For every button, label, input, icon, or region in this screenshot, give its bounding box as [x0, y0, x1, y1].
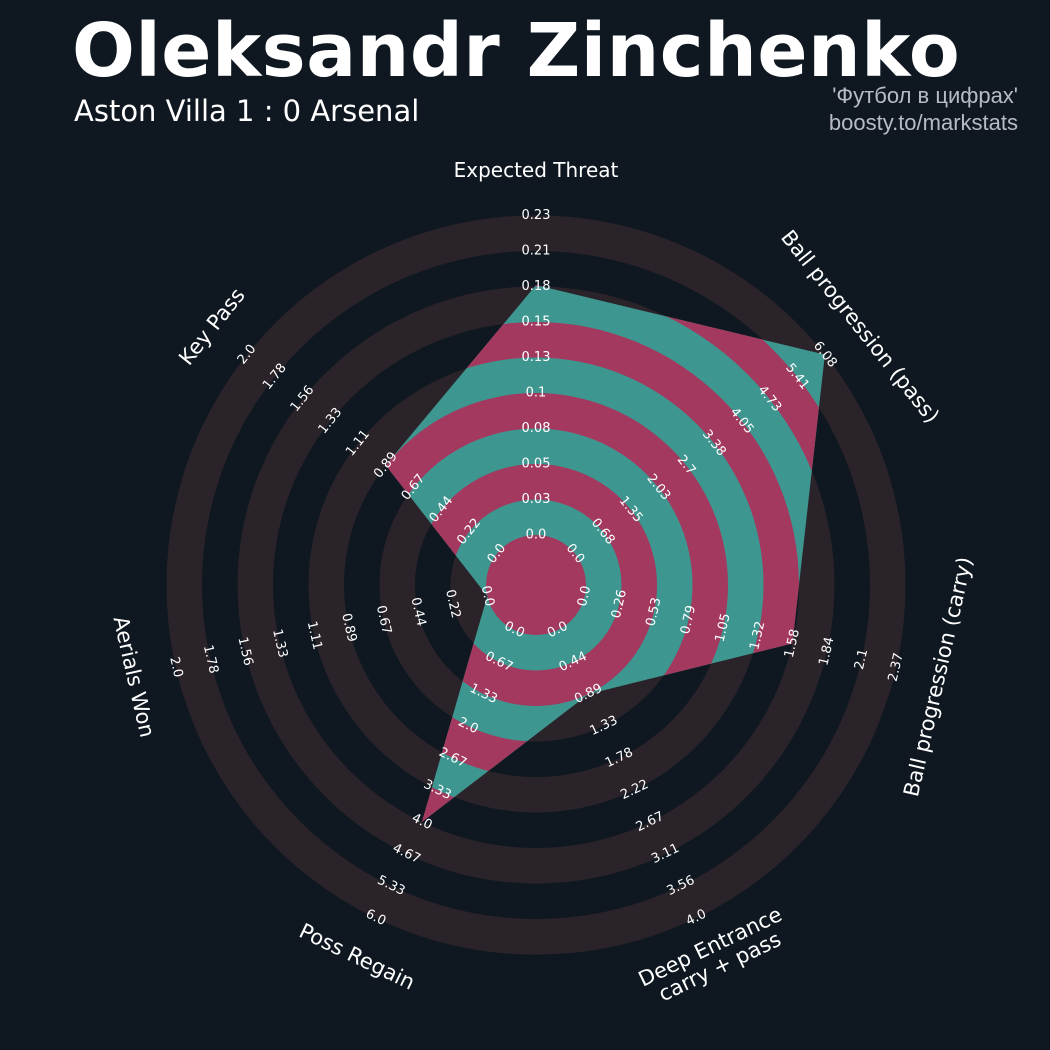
polygon-band — [415, 464, 657, 706]
tick-label: 2.37 — [886, 651, 907, 683]
tick-label: 1.56 — [234, 636, 255, 668]
tick-label: 0.21 — [522, 244, 551, 259]
axis-label: Expected Threat — [454, 158, 619, 182]
axis-label-line: Poss Regain — [295, 919, 418, 995]
tick-label: 0.18 — [522, 279, 551, 294]
axis-label: Aerials Won — [108, 614, 159, 740]
axis-label-line: Ball progression (carry) — [899, 555, 977, 799]
value-polygon-group — [385, 285, 825, 822]
tick-label: 0.44 — [407, 596, 428, 628]
tick-label: 0.03 — [522, 492, 551, 507]
tick-label: 0.53 — [643, 596, 664, 628]
tick-label: 0.79 — [678, 604, 699, 636]
tick-label: 0.15 — [522, 315, 551, 330]
tick-label: 1.11 — [304, 620, 325, 652]
tick-label: 2.1 — [852, 648, 871, 672]
axis-label: Ball progression (carry) — [899, 555, 977, 799]
tick-label: 0.05 — [522, 457, 551, 472]
polygon-band — [486, 535, 586, 635]
tick-label: 0.22 — [442, 588, 463, 620]
tick-label: 0.0 — [526, 528, 547, 543]
axis-label-line: Aerials Won — [108, 614, 159, 740]
chart-title: Oleksandr Zinchenko — [72, 8, 961, 94]
tick-label: 0.26 — [609, 588, 630, 620]
chart-subtitle: Aston Villa 1 : 0 Arsenal — [74, 94, 420, 128]
tick-label: 0.13 — [522, 350, 551, 365]
credit-line-2: boosty.to/markstats — [828, 110, 1018, 135]
tick-label: 0.89 — [338, 612, 359, 644]
tick-label: 1.84 — [816, 636, 837, 668]
tick-label: 0.23 — [522, 208, 551, 223]
credit-line-1: 'Футбол в цифрах' — [832, 83, 1018, 108]
value-polygon-bands — [385, 285, 825, 822]
tick-label: 1.58 — [782, 628, 803, 660]
tick-label: 1.32 — [747, 620, 768, 652]
axis-label-line: Expected Threat — [454, 158, 619, 182]
tick-label: 1.05 — [713, 612, 734, 644]
tick-label: 1.78 — [200, 644, 221, 676]
tick-label: 2.0 — [166, 655, 185, 679]
tick-label: 0.0 — [478, 584, 497, 608]
tick-label: 0.67 — [373, 604, 394, 636]
tick-label: 0.1 — [526, 386, 547, 401]
tick-label: 1.33 — [269, 628, 290, 660]
axis-label: Poss Regain — [295, 919, 418, 995]
tick-label: 0.0 — [575, 584, 594, 608]
tick-label: 0.08 — [522, 421, 551, 436]
